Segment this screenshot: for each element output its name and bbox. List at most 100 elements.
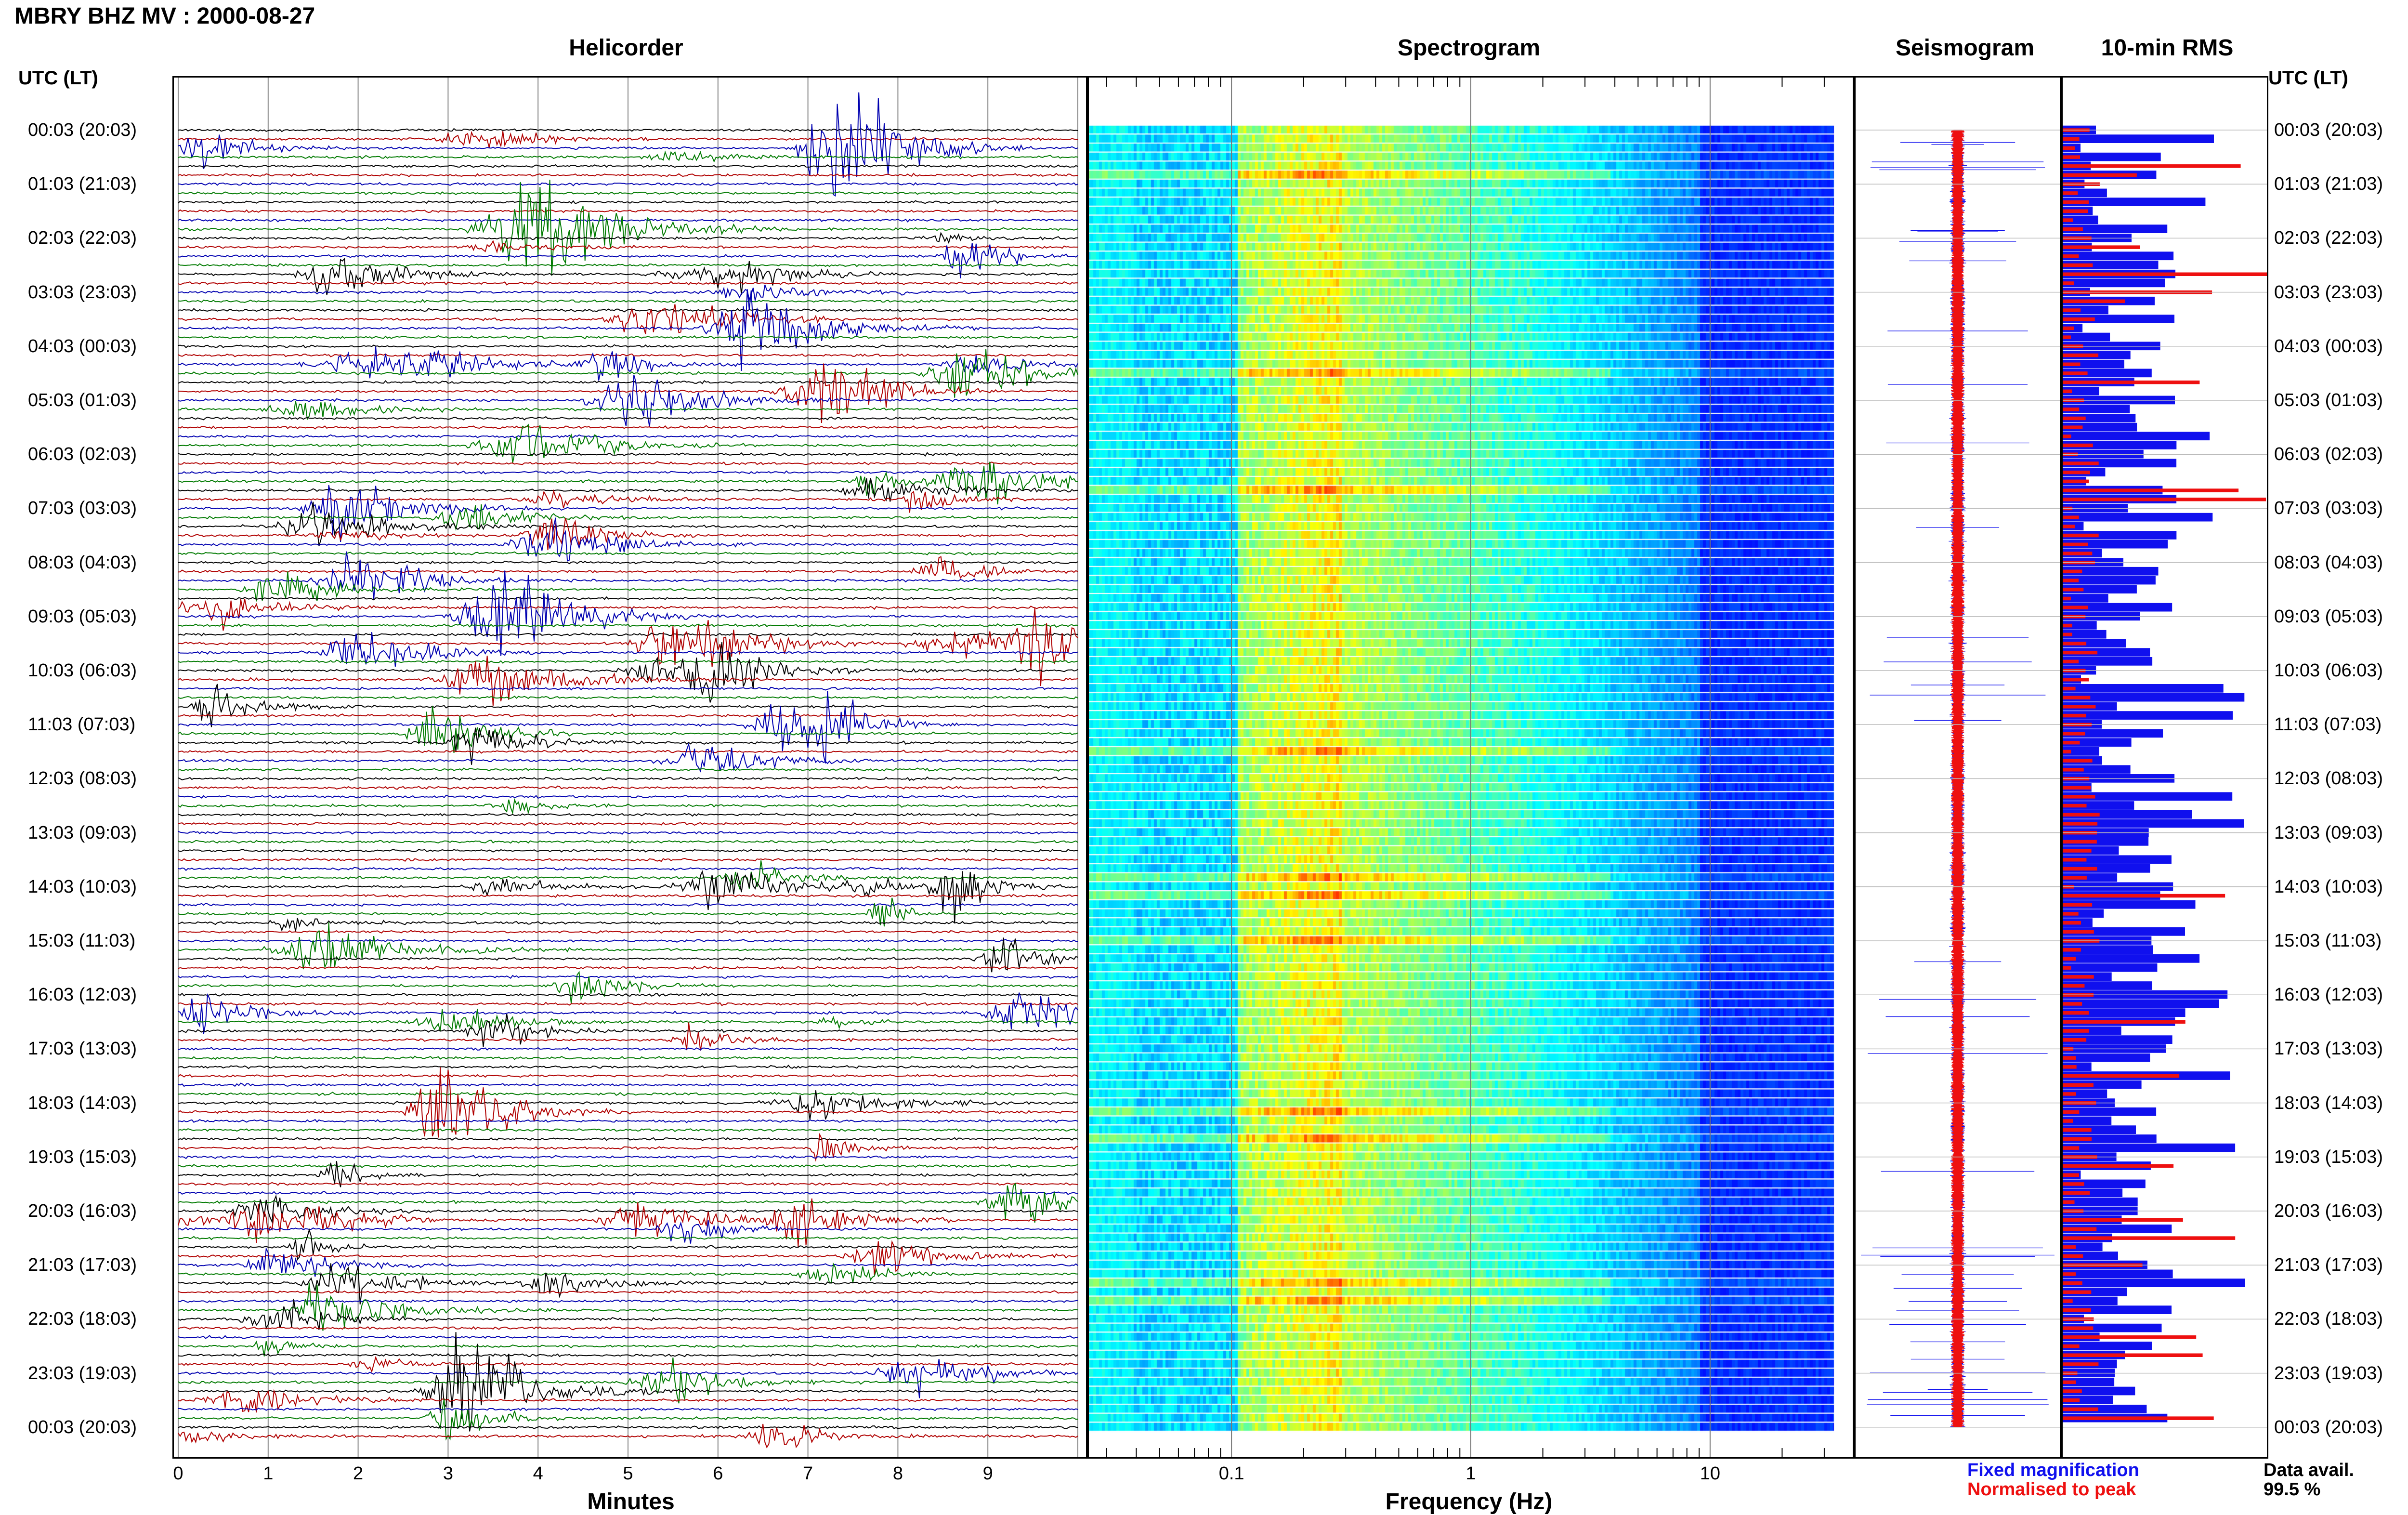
helicorder-trace [178,470,1078,474]
rms-normalised-bar [2061,659,2079,664]
rms-fixed-bar [2061,657,2153,666]
left-axis-header: UTC (LT) [18,67,98,89]
helicorder-trace [178,767,1078,772]
rms-fixed-bar [2061,729,2163,738]
right-time-label: 08:03 (04:03) [2274,552,2383,573]
right-time-label: 01:03 (21:03) [2274,174,2383,195]
rms-normalised-bar [2061,1272,2076,1276]
rms-fixed-bar [2061,765,2131,774]
right-time-label: 03:03 (23:03) [2274,282,2383,303]
helicorder-trace [178,1247,1078,1277]
left-time-label: 19:03 (15:03) [28,1146,137,1167]
rms-normalised-bar [2061,272,2267,276]
helicorder-trace [178,922,1078,970]
helicorder-trace [178,812,1078,817]
left-time-label: 15:03 (11:03) [28,931,136,951]
rms-fixed-bar [2061,1252,2118,1260]
page-title: MBRY BHZ MV : 2000-08-27 [14,3,315,29]
legend-fixed-magnification: Fixed magnification [1967,1460,2139,1480]
helicorder-trace [178,1332,1078,1432]
rms-normalised-bar [2061,1119,2073,1123]
rms-normalised-bar [2061,948,2081,952]
frequency-tick-label: 10 [1700,1463,1720,1484]
helicorder-trace [178,1389,1078,1413]
helicorder-trace [178,335,1078,340]
rms-fixed-bar [2061,792,2233,801]
minutes-tick-label: 5 [623,1463,633,1484]
helicorder-trace [178,1001,1078,1006]
helicorder-trace [178,1182,1078,1186]
rms-fixed-bar [2061,405,2130,413]
spectrogram-title: Spectrogram [1397,35,1541,61]
left-time-label: 23:03 (19:03) [28,1363,137,1383]
minutes-tick-label: 4 [533,1463,543,1484]
helicorder-trace [178,209,1078,213]
rms-fixed-bar [2061,1134,2157,1143]
rms-fixed-bar [2061,684,2224,693]
helicorder-trace [178,857,1078,862]
helicorder-trace [178,1240,1078,1275]
rms-normalised-bar [2061,713,2086,718]
rms-fixed-bar [2061,1188,2123,1197]
helicorder-trace [178,642,1078,703]
right-time-label: 15:03 (11:03) [2274,931,2382,951]
helicorder-trace [178,517,1078,551]
left-time-label: 05:03 (01:03) [28,390,137,410]
rms-normalised-bar [2061,750,2071,754]
legend-normalised-to-peak: Normalised to peak [1967,1479,2136,1500]
rms-normalised-bar [2061,263,2093,267]
rms-fixed-bar [2061,954,2200,963]
rms-normalised-bar [2061,1173,2079,1177]
rms-fixed-bar [2061,251,2174,261]
rms-fixed-bar [2061,900,2196,909]
left-time-label: 16:03 (12:03) [28,985,137,1005]
helicorder-trace [178,349,1078,398]
helicorder-trace [178,727,1078,765]
helicorder-trace [178,1022,1078,1051]
rms-normalised-bar [2061,1083,2094,1087]
helicorder-trace [178,897,1078,927]
right-time-label: 21:03 (17:03) [2274,1255,2383,1276]
rms-normalised-bar [2061,1290,2092,1294]
right-time-label: 07:03 (03:03) [2274,498,2383,519]
right-time-label: 02:03 (22:03) [2274,228,2383,249]
rms-normalised-bar [2061,867,2097,871]
rms-fixed-bar [2061,1125,2136,1134]
helicorder-trace [178,992,1078,997]
rms-normalised-bar [2061,335,2071,339]
right-time-label: 09:03 (05:03) [2274,606,2383,627]
rms-fixed-bar [2061,621,2097,630]
helicorder-trace [178,1335,1078,1339]
rms-fixed-bar [2061,1026,2121,1035]
rms-fixed-bar [2061,566,2159,576]
helicorder-trace [178,1194,1078,1224]
helicorder-trace [178,1398,1078,1441]
helicorder-trace [178,1074,1078,1079]
rms-fixed-bar [2061,188,2107,198]
helicorder-trace [178,1082,1078,1087]
rms-fixed-bar [2061,1396,2113,1404]
rms-normalised-bar [2061,1281,2082,1285]
rms-normalised-bar [2061,425,2083,429]
helicorder-trace [178,937,1078,973]
rms-fixed-bar [2061,432,2210,441]
helicorder-trace [178,776,1078,781]
helicorder-trace [178,860,1078,890]
helicorder-trace [178,434,1078,438]
rms-normalised-bar [2061,1335,2197,1339]
helicorder-trace [178,281,1078,286]
spectrogram-panel [1087,76,1854,1459]
left-time-label: 07:03 (03:03) [28,498,137,519]
helicorder-trace [178,1198,1078,1247]
helicorder-trace [178,556,1078,579]
right-time-label: 20:03 (16:03) [2274,1201,2383,1221]
rms-fixed-bar [2061,1386,2135,1396]
rms-fixed-bar [2061,134,2214,143]
rms-normalised-bar [2061,542,2088,546]
rms-normalised-bar [2061,525,2075,528]
left-time-label: 10:03 (06:03) [28,660,137,681]
helicorder-trace [178,232,1078,244]
rms-fixed-bar [2061,1116,2112,1125]
helicorder-trace [178,299,1078,303]
helicorder-trace [178,257,1078,295]
